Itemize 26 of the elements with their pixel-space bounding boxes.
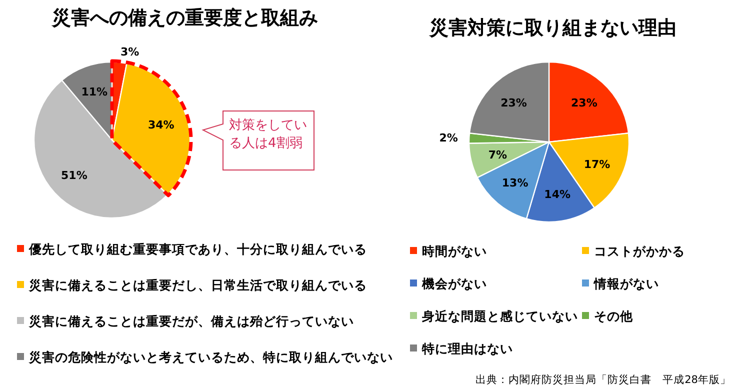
- data-label: 14%: [544, 188, 571, 201]
- data-label: 2%: [439, 132, 458, 145]
- legend-label: 災害の危険性がないと考えているため、特に取り組んでいない: [28, 349, 393, 364]
- data-label: 3%: [120, 45, 140, 58]
- data-label: 11%: [81, 85, 108, 98]
- data-label: 51%: [61, 168, 88, 182]
- legend-label: 災害に備えることは重要だが、備えは殆ど行っていない: [28, 313, 354, 328]
- data-label: 23%: [571, 96, 598, 110]
- legend-label: コストがかかる: [594, 243, 685, 258]
- chart-title: 災害対策に取り組まない理由: [428, 17, 676, 39]
- chart-title: 災害への備えの重要度と取組み: [51, 7, 318, 29]
- legend-label: 優先して取り組む重要事項であり、十分に取り組んでいる: [28, 241, 367, 256]
- legend-label: 機会がない: [421, 276, 487, 291]
- legend-label: その他: [594, 308, 634, 324]
- data-label: 34%: [148, 118, 174, 132]
- legend-label: 時間がない: [422, 243, 487, 258]
- legend-label: 災害に備えることは重要だし、日常生活で取り組んでいる: [28, 277, 367, 292]
- data-label: 13%: [502, 176, 528, 190]
- text: 対策をしている人は4割弱: [229, 117, 307, 151]
- legend-label: 身近な問題と感じていない: [421, 308, 578, 324]
- data-label: 23%: [500, 96, 527, 110]
- data-label: 7%: [488, 148, 508, 162]
- source-note: 出典：内閣府防災担当局「防災白書 平成28年版」: [476, 373, 731, 386]
- data-label: 17%: [584, 158, 610, 171]
- legend-label: 情報がない: [593, 276, 659, 291]
- legend-label: 特に理由はない: [421, 340, 513, 356]
